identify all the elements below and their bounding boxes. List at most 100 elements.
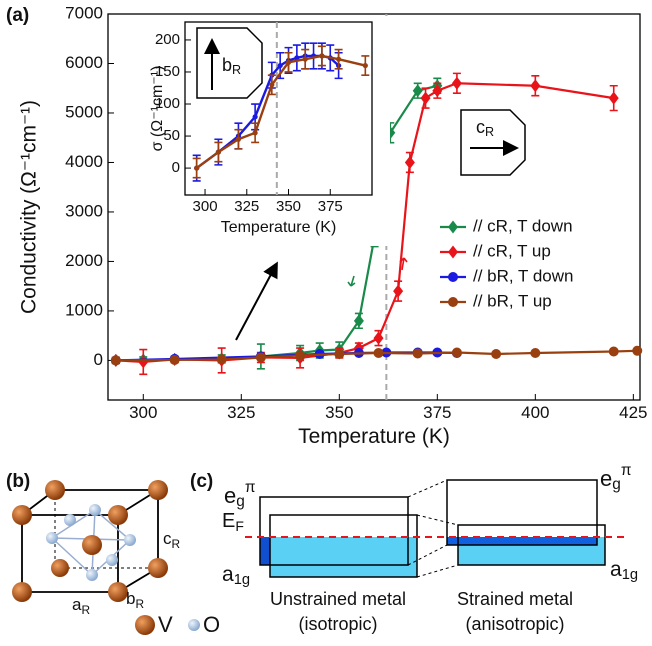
x-axis-label: Temperature (K) (221, 219, 337, 236)
y-tick-label: 1000 (65, 300, 103, 319)
legend-label: V (158, 612, 173, 637)
data-point (632, 345, 643, 356)
label-subscript: 1g (234, 572, 250, 588)
label-subscript: R (485, 125, 494, 139)
label: a1g (222, 563, 250, 588)
series-line (195, 54, 366, 170)
legend-marker (448, 297, 458, 307)
data-point (608, 346, 619, 357)
label: cR (476, 117, 494, 140)
label-subscript: R (135, 597, 144, 611)
x-tick-label: 375 (318, 198, 343, 215)
y-tick-label: 6000 (65, 53, 103, 72)
x-tick-label: 325 (234, 198, 259, 215)
x-tick-label: 425 (619, 403, 647, 422)
x-tick-label: 325 (227, 403, 255, 422)
y-tick-label: 0 (172, 159, 180, 176)
legend-label: O (203, 612, 220, 637)
label: egπ (600, 462, 631, 493)
data-point (295, 350, 306, 361)
y-tick-label: 150 (155, 63, 180, 80)
data-point (285, 59, 292, 65)
inset-pointer (235, 261, 278, 341)
data-point (608, 91, 619, 105)
y-axis-label: σ (Ω⁻¹cm⁻¹) (149, 66, 166, 152)
y-tick-label: 50 (163, 127, 180, 144)
label-subscript: g (236, 493, 245, 510)
label: bR (222, 55, 241, 78)
data-point (353, 314, 364, 328)
x-tick-label: 300 (193, 198, 218, 215)
data-point (302, 56, 308, 62)
panel-label: (b) (6, 471, 30, 492)
data-point (216, 354, 227, 365)
y-tick-label: 4000 (65, 152, 103, 171)
data-point (215, 149, 221, 155)
y-tick-label: 0 (94, 350, 103, 369)
data-point (404, 155, 415, 169)
x-tick-label: 300 (129, 403, 157, 422)
legend-label: // bR, T down (473, 266, 573, 285)
legend-marker (448, 272, 458, 282)
band-caption: Strained metal (457, 589, 573, 609)
x-tick-label: 400 (521, 403, 549, 422)
data-point (412, 84, 423, 98)
label-subscript: 1g (622, 567, 638, 583)
atoms (12, 480, 200, 635)
label-base: b (126, 589, 135, 608)
label: egπ (224, 479, 255, 510)
label-base: a (610, 558, 622, 581)
direction-box (460, 109, 526, 176)
label-subscript: R (172, 537, 181, 551)
label-base: e (224, 483, 236, 508)
data-point (393, 284, 404, 298)
data-point (235, 136, 242, 142)
label-subscript: R (232, 63, 241, 77)
data-point (530, 347, 541, 358)
legend-marker (448, 220, 458, 234)
label: EF (222, 510, 244, 533)
data-point (362, 62, 368, 69)
data-point (169, 354, 180, 365)
data-point (530, 79, 541, 93)
data-point (252, 130, 258, 136)
data-point (294, 55, 300, 61)
label: a1g (610, 558, 638, 583)
label-superscript: π (621, 462, 632, 479)
legend-label: // cR, T up (473, 241, 551, 260)
label-base: b (222, 55, 232, 75)
label: bR (126, 589, 144, 611)
band-caption: (isotropic) (298, 614, 377, 634)
x-tick-label: 375 (423, 403, 451, 422)
data-point (255, 352, 266, 363)
x-tick-label: 350 (325, 403, 353, 422)
data-point (252, 114, 258, 120)
x-tick-label: 350 (276, 198, 301, 215)
label-base: e (600, 466, 612, 491)
legend-marker (448, 245, 458, 259)
label: cR (163, 529, 181, 551)
legend-label: // cR, T down (473, 216, 573, 235)
y-tick-label: 100 (155, 95, 180, 112)
data-point (110, 355, 121, 366)
label-base: c (476, 117, 485, 137)
x-axis-label: Temperature (K) (298, 425, 450, 448)
label-subscript: g (612, 476, 621, 493)
y-tick-label: 5000 (65, 102, 103, 121)
plot-frame (107, 13, 641, 401)
data-point (277, 62, 283, 69)
y-tick-label: 3000 (65, 201, 103, 220)
label-superscript: π (245, 479, 256, 496)
label-subscript: R (81, 603, 90, 617)
data-point (373, 331, 384, 345)
data-point (451, 76, 462, 90)
legend-label: // bR, T up (473, 291, 552, 310)
data-point (432, 84, 443, 98)
data-point (491, 348, 502, 359)
y-tick-label: 200 (155, 31, 180, 48)
inset: 300 325 350 375 0 50 100 150 200 Temperature (K) σ… (149, 16, 390, 246)
inset-background (150, 16, 390, 246)
data-point (420, 91, 431, 105)
label: aR (72, 595, 90, 617)
